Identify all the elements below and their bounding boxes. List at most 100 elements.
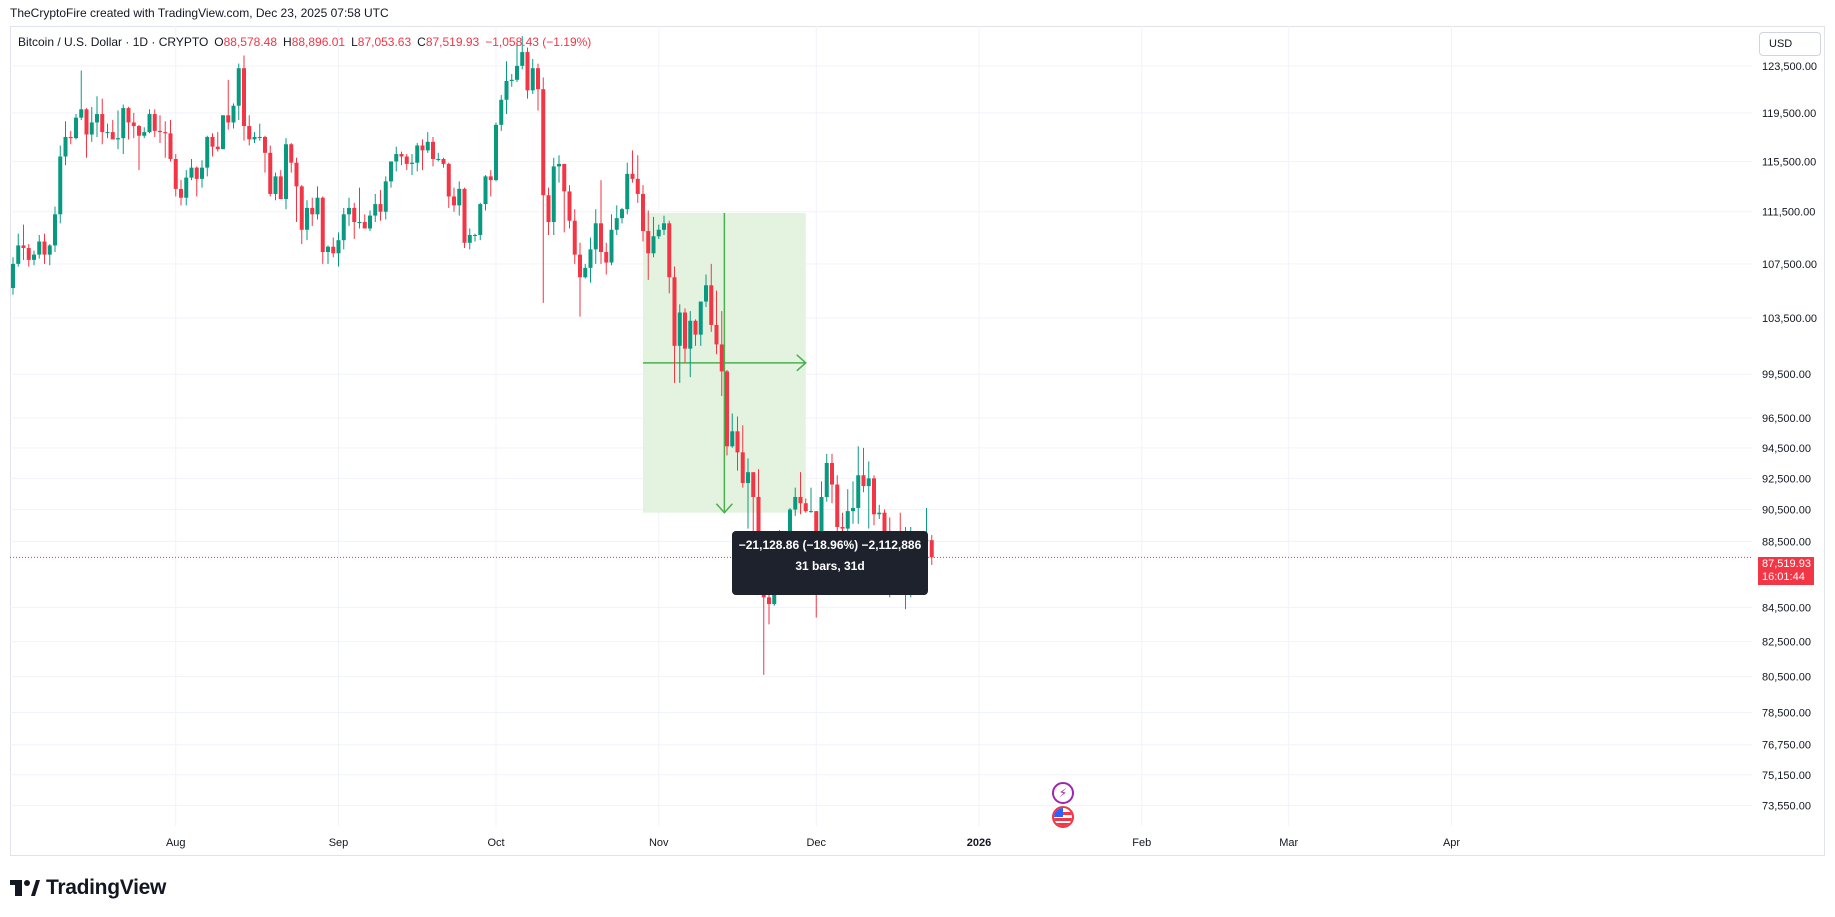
candle bbox=[656, 224, 661, 239]
candle-body bbox=[609, 229, 614, 263]
candle bbox=[315, 186, 320, 220]
candle-body bbox=[488, 176, 493, 181]
candle bbox=[173, 154, 178, 197]
candle-body bbox=[47, 245, 52, 255]
candle bbox=[347, 197, 351, 226]
candle-body bbox=[572, 220, 577, 255]
candle bbox=[95, 96, 99, 137]
candle-body bbox=[719, 344, 724, 372]
candle bbox=[667, 220, 672, 294]
candle bbox=[158, 115, 162, 144]
candle-body bbox=[16, 245, 21, 264]
bar-countdown: 16:01:44 bbox=[1762, 571, 1805, 583]
symbol-legend: Bitcoin / U.S. Dollar · 1D · CRYPTO O88,5… bbox=[18, 35, 597, 49]
candle bbox=[21, 224, 26, 260]
candle bbox=[284, 138, 288, 210]
candle bbox=[252, 132, 257, 144]
candle-body bbox=[730, 431, 735, 447]
candle-body bbox=[667, 223, 672, 278]
candle-body bbox=[515, 65, 519, 80]
candle bbox=[89, 106, 94, 142]
candle-body bbox=[478, 204, 483, 235]
candle bbox=[305, 200, 309, 241]
candle-body bbox=[845, 511, 850, 529]
candle bbox=[257, 123, 262, 141]
candle bbox=[704, 274, 708, 308]
candle-body bbox=[320, 197, 325, 252]
candle bbox=[441, 157, 446, 168]
candle-body bbox=[578, 254, 582, 278]
candle bbox=[735, 416, 740, 471]
high-label: H bbox=[283, 35, 292, 49]
candle-body bbox=[21, 245, 26, 249]
y-tick-label: 80,500.00 bbox=[1762, 672, 1811, 684]
tradingview-logo[interactable]: TradingView bbox=[10, 876, 166, 900]
candle-body bbox=[257, 136, 262, 138]
candle bbox=[525, 47, 530, 99]
candle bbox=[809, 487, 813, 513]
candle-body bbox=[68, 136, 73, 139]
candle bbox=[168, 120, 173, 162]
x-tick-label: Oct bbox=[487, 837, 504, 849]
candle-body bbox=[793, 496, 798, 510]
candle bbox=[635, 155, 640, 203]
candle-body bbox=[194, 167, 199, 179]
candle-body bbox=[284, 144, 288, 200]
candle bbox=[473, 233, 477, 242]
candle-body bbox=[551, 166, 556, 223]
candle-body bbox=[473, 234, 477, 236]
us-flag-icon[interactable] bbox=[1052, 806, 1074, 828]
y-tick-label: 115,500.00 bbox=[1762, 156, 1816, 168]
candle bbox=[803, 498, 808, 513]
candle-body bbox=[179, 188, 183, 198]
candle-body bbox=[341, 214, 346, 241]
x-tick-label: Aug bbox=[166, 837, 186, 849]
y-tick-label: 90,500.00 bbox=[1762, 505, 1811, 517]
candle-body bbox=[436, 158, 441, 160]
candle-body bbox=[656, 229, 661, 237]
candle-body bbox=[415, 145, 420, 163]
candle bbox=[420, 139, 425, 171]
candle bbox=[11, 257, 15, 295]
candle bbox=[152, 109, 157, 137]
candle-body bbox=[168, 133, 173, 159]
candle bbox=[504, 61, 509, 115]
measure-tooltip-change: −21,128.86 (−18.96%) −2,112,886 bbox=[738, 538, 922, 552]
candle bbox=[457, 181, 462, 216]
symbol-name[interactable]: Bitcoin / U.S. Dollar · 1D · CRYPTO bbox=[18, 35, 209, 49]
candle-body bbox=[383, 181, 388, 212]
grid-lines bbox=[10, 26, 1752, 826]
candle bbox=[630, 150, 635, 183]
candle-body bbox=[158, 130, 162, 133]
tradingview-logo-icon bbox=[10, 880, 40, 896]
x-tick-label: 2026 bbox=[967, 837, 991, 849]
candle bbox=[562, 163, 567, 233]
lightning-icon[interactable]: ⚡ bbox=[1052, 782, 1074, 804]
high-value: 88,896.01 bbox=[291, 35, 346, 49]
candle-body bbox=[803, 503, 808, 512]
candle bbox=[336, 232, 341, 267]
candle bbox=[662, 215, 666, 235]
y-tick-label: 94,500.00 bbox=[1762, 443, 1811, 455]
candle-body bbox=[289, 144, 294, 163]
candle-body bbox=[683, 312, 687, 349]
candle-body bbox=[299, 186, 304, 230]
candle-body bbox=[110, 132, 115, 140]
candle bbox=[121, 104, 126, 155]
candle-body bbox=[562, 163, 567, 192]
currency-button[interactable]: USD bbox=[1759, 32, 1821, 56]
open-value: 88,578.48 bbox=[223, 35, 278, 49]
candle bbox=[310, 197, 315, 226]
candle-body bbox=[798, 496, 803, 504]
measure-tooltip-bars: 31 bars, 31d bbox=[795, 559, 865, 573]
candle bbox=[625, 162, 630, 215]
candle-body bbox=[294, 162, 299, 187]
candle-body bbox=[252, 136, 257, 140]
candle bbox=[399, 151, 404, 166]
candle-body bbox=[131, 122, 136, 127]
candle-body bbox=[74, 117, 78, 139]
candle bbox=[851, 481, 855, 524]
candle bbox=[499, 95, 504, 131]
open-label: O bbox=[214, 35, 224, 49]
